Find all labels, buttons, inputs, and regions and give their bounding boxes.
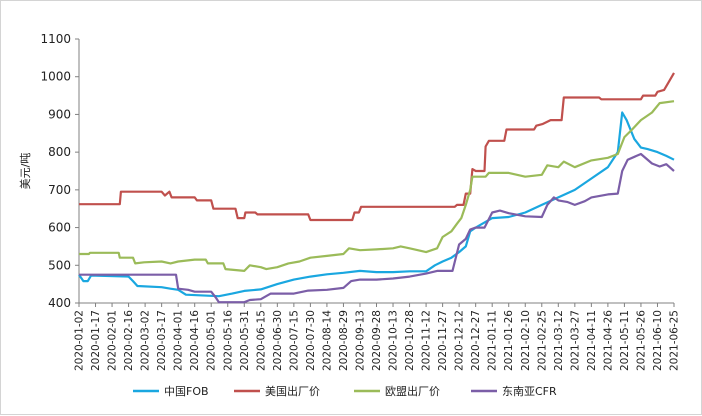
x-tick-label: 2021-01-26 xyxy=(503,310,515,371)
x-tick-label: 2020-03-17 xyxy=(156,310,168,371)
x-tick-label: 2020-03-02 xyxy=(140,310,152,371)
x-tick-label: 2021-04-11 xyxy=(586,310,598,371)
x-tick-label: 2020-10-13 xyxy=(388,310,400,371)
x-tick-label: 2021-03-12 xyxy=(553,310,565,371)
y-tick-label: 1000 xyxy=(40,70,71,84)
y-tick-label: 500 xyxy=(48,258,71,272)
x-tick-label: 2021-02-25 xyxy=(536,310,548,371)
x-tick-label: 2020-06-15 xyxy=(255,310,267,371)
x-tick-label: 2020-11-27 xyxy=(437,310,449,371)
x-tick-label: 2020-11-12 xyxy=(421,310,433,371)
x-tick-label: 2021-03-27 xyxy=(569,310,581,371)
x-tick-label: 2020-01-02 xyxy=(74,310,86,371)
x-tick-label: 2020-12-27 xyxy=(470,310,482,371)
legend-label-3: 欧盟出厂价 xyxy=(385,384,440,398)
x-tick-label: 2020-07-30 xyxy=(305,310,317,371)
x-tick-label: 2021-05-11 xyxy=(619,310,631,371)
axes: 400 500 600 700 800 900 1000 1100 美元/吨 2020-01-02… xyxy=(19,32,681,371)
x-tick-label: 2020-08-29 xyxy=(338,310,350,371)
x-tick-label: 2021-02-10 xyxy=(520,310,532,371)
series-line-1 xyxy=(78,111,675,298)
x-tick-label: 2020-07-15 xyxy=(288,310,300,371)
legend: 中国FOB 美国出厂价 欧盟出厂价 东南亚CFR xyxy=(133,384,557,398)
series-line-2 xyxy=(79,72,675,222)
series-line-4 xyxy=(79,152,675,304)
y-tick-label: 1100 xyxy=(40,32,71,46)
x-tick-label: 2020-12-12 xyxy=(454,310,466,371)
x-tick-label: 2020-09-28 xyxy=(371,310,383,371)
x-tick-label: 2020-09-13 xyxy=(354,310,366,371)
x-tick-label: 2020-02-16 xyxy=(123,310,135,371)
y-tick-label: 400 xyxy=(48,296,71,310)
legend-label-4: 东南亚CFR xyxy=(502,385,557,398)
y-axis-title: 美元/吨 xyxy=(19,153,32,190)
x-tick-label: 2020-04-01 xyxy=(173,310,185,371)
x-tick-label: 2021-05-26 xyxy=(635,310,647,371)
legend-label-1: 中国FOB xyxy=(164,385,209,398)
series-layer xyxy=(78,72,675,304)
x-tick-label: 2020-04-16 xyxy=(189,310,201,371)
x-tick-label: 2021-04-26 xyxy=(602,310,614,371)
series-line-3 xyxy=(79,100,675,272)
x-tick-label: 2020-05-16 xyxy=(222,310,234,371)
x-tick-label: 2020-05-01 xyxy=(206,310,218,371)
x-tick-label: 2021-06-25 xyxy=(669,310,681,371)
x-tick-label: 2020-01-17 xyxy=(90,310,102,371)
x-tick-label: 2021-06-10 xyxy=(652,310,664,371)
legend-label-2: 美国出厂价 xyxy=(265,384,320,398)
x-tick-label: 2020-05-31 xyxy=(239,310,251,371)
y-tick-label: 600 xyxy=(48,221,71,235)
y-tick-label: 800 xyxy=(48,145,71,159)
y-tick-label: 700 xyxy=(48,183,71,197)
y-tick-label: 900 xyxy=(48,107,71,121)
x-tick-label: 2020-02-01 xyxy=(107,310,119,371)
x-tick-label: 2021-01-11 xyxy=(487,310,499,371)
x-tick-label: 2020-10-28 xyxy=(404,310,416,371)
x-tick-label: 2020-06-30 xyxy=(272,310,284,371)
x-tick-label: 2020-08-14 xyxy=(321,310,333,371)
